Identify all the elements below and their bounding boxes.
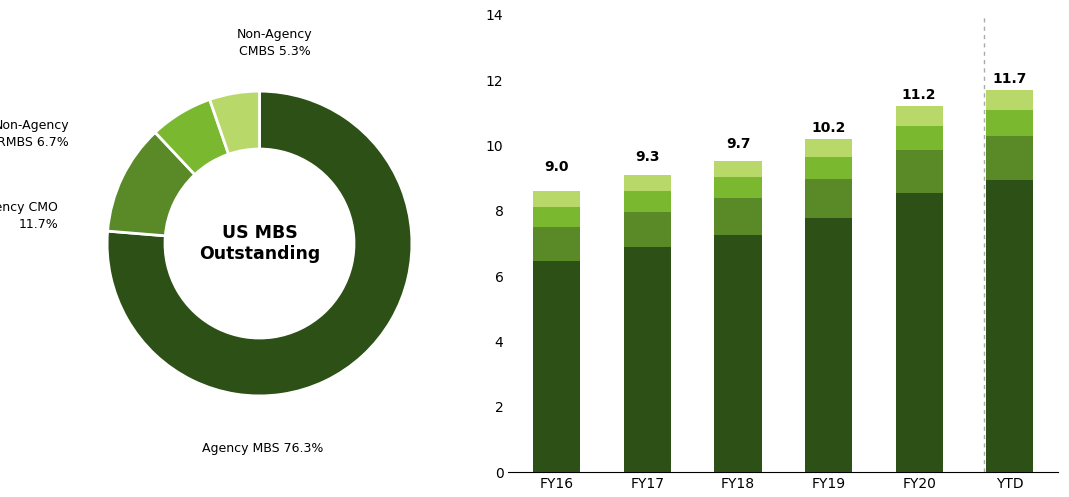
Bar bbox=[805, 157, 852, 179]
Bar bbox=[714, 161, 761, 177]
Text: 9.0: 9.0 bbox=[544, 161, 569, 174]
Text: 11.2: 11.2 bbox=[902, 88, 936, 102]
Bar bbox=[896, 150, 943, 193]
Bar bbox=[896, 126, 943, 150]
Bar bbox=[805, 139, 852, 157]
Bar bbox=[624, 175, 671, 191]
Bar bbox=[987, 110, 1034, 136]
Bar bbox=[896, 106, 943, 126]
Bar bbox=[624, 191, 671, 212]
Bar bbox=[533, 227, 580, 261]
Bar bbox=[714, 236, 761, 472]
Text: Agency CMO
11.7%: Agency CMO 11.7% bbox=[0, 201, 59, 231]
Wedge shape bbox=[107, 91, 412, 396]
Text: 9.7: 9.7 bbox=[726, 138, 750, 152]
Wedge shape bbox=[155, 99, 229, 174]
Bar bbox=[987, 136, 1034, 180]
Bar bbox=[896, 193, 943, 472]
Text: Non-Agency
RMBS 6.7%: Non-Agency RMBS 6.7% bbox=[0, 119, 69, 149]
Text: Non-Agency
CMBS 5.3%: Non-Agency CMBS 5.3% bbox=[237, 28, 312, 58]
Bar bbox=[805, 218, 852, 472]
Bar bbox=[533, 207, 580, 227]
Text: 11.7: 11.7 bbox=[993, 72, 1027, 86]
Text: US MBS
Outstanding: US MBS Outstanding bbox=[199, 224, 320, 263]
Text: 10.2: 10.2 bbox=[811, 121, 846, 135]
Bar bbox=[624, 212, 671, 247]
Bar bbox=[805, 179, 852, 218]
Bar bbox=[987, 90, 1034, 110]
Bar bbox=[714, 198, 761, 236]
Bar bbox=[714, 177, 761, 198]
Bar bbox=[533, 191, 580, 207]
Wedge shape bbox=[210, 91, 260, 154]
Bar bbox=[987, 180, 1034, 472]
Bar bbox=[624, 247, 671, 472]
Text: 9.3: 9.3 bbox=[635, 151, 660, 165]
Text: Agency MBS 76.3%: Agency MBS 76.3% bbox=[202, 442, 323, 455]
Bar bbox=[533, 261, 580, 472]
Wedge shape bbox=[108, 132, 195, 236]
